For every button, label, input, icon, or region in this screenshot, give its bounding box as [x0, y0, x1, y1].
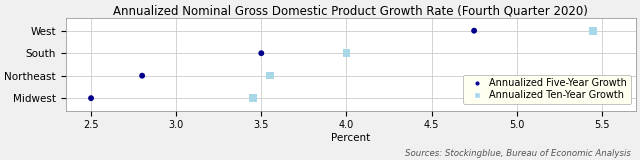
Point: [341, 52, 351, 54]
Title: Annualized Nominal Gross Domestic Product Growth Rate (Fourth Quarter 2020): Annualized Nominal Gross Domestic Produc…: [113, 4, 588, 17]
Point: [86, 97, 96, 100]
X-axis label: Percent: Percent: [331, 133, 371, 143]
Point: [137, 74, 147, 77]
Point: [256, 52, 266, 54]
Point: [265, 74, 275, 77]
Text: Sources: Stockingblue, Bureau of Economic Analysis: Sources: Stockingblue, Bureau of Economi…: [404, 149, 630, 158]
Point: [588, 29, 598, 32]
Legend: Annualized Five-Year Growth, Annualized Ten-Year Growth: Annualized Five-Year Growth, Annualized …: [463, 75, 631, 104]
Point: [248, 97, 258, 100]
Point: [469, 29, 479, 32]
